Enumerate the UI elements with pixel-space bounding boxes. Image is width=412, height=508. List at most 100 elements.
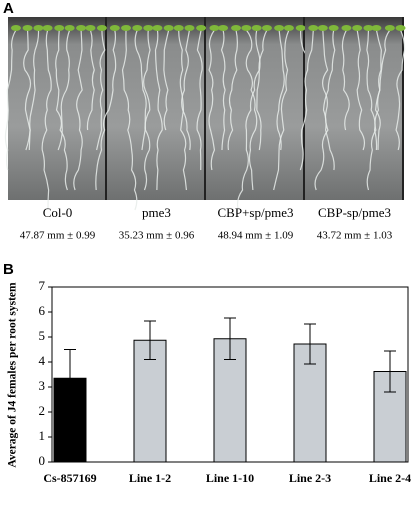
root bbox=[4, 29, 17, 171]
seedling-leaf bbox=[173, 25, 184, 31]
image-measurement: 43.72 mm ± 1.03 bbox=[317, 230, 393, 242]
seedling-leaf bbox=[261, 25, 272, 31]
image-caption: CBP+sp/pme3 bbox=[218, 205, 294, 220]
y-tick-label: 2 bbox=[39, 403, 46, 418]
seedling-leaf bbox=[231, 25, 242, 31]
seedling-leaf bbox=[152, 25, 163, 31]
root bbox=[96, 29, 106, 151]
seedling-leaf bbox=[64, 25, 75, 31]
y-tick-label: 7 bbox=[39, 278, 46, 293]
root bbox=[220, 29, 226, 151]
root bbox=[366, 29, 378, 151]
root bbox=[374, 29, 391, 151]
x-tick-label: Line 1-10 bbox=[206, 471, 254, 485]
root bbox=[341, 29, 350, 131]
root bbox=[227, 29, 238, 151]
seedling-leaf bbox=[283, 25, 294, 31]
seedling-leaf bbox=[274, 25, 285, 31]
panel-letter: B bbox=[3, 261, 14, 278]
root bbox=[163, 29, 170, 131]
root bbox=[178, 29, 188, 191]
seedling-leaf bbox=[76, 25, 87, 31]
root bbox=[141, 29, 151, 151]
seedling-leaf bbox=[42, 25, 53, 31]
panel-letter: A bbox=[3, 0, 14, 17]
root bbox=[256, 29, 268, 151]
root bbox=[95, 29, 117, 191]
y-tick-label: 0 bbox=[39, 453, 46, 468]
root bbox=[73, 29, 83, 191]
root bbox=[134, 29, 151, 191]
seedling-leaf bbox=[317, 25, 328, 31]
image-caption: pme3 bbox=[142, 205, 171, 220]
error-bar bbox=[304, 323, 316, 365]
root bbox=[196, 29, 203, 171]
y-tick-label: 6 bbox=[39, 303, 46, 318]
y-tick-label: 5 bbox=[39, 328, 46, 343]
root bbox=[245, 29, 258, 191]
x-tick-label: Cs-857169 bbox=[43, 471, 96, 485]
y-axis-label: Average of J4 females per root system bbox=[7, 282, 19, 468]
seedling-leaf bbox=[22, 25, 33, 31]
seedling-leaf bbox=[295, 25, 306, 31]
seedling-leaf bbox=[10, 25, 21, 31]
root bbox=[356, 29, 366, 151]
y-tick-label: 4 bbox=[39, 353, 46, 368]
seedling-leaf bbox=[308, 25, 319, 31]
x-tick-label: Line 1-2 bbox=[129, 471, 171, 485]
seedling-leaf bbox=[371, 25, 382, 31]
seedling-leaf bbox=[218, 25, 229, 31]
image-caption: CBP-sp/pme3 bbox=[318, 205, 391, 220]
error-bar bbox=[144, 320, 156, 360]
seedling-leaf bbox=[384, 25, 395, 31]
image-measurement: 47.87 mm ± 0.99 bbox=[20, 230, 96, 242]
error-bar bbox=[64, 349, 76, 408]
image-caption: Col-0 bbox=[43, 205, 73, 220]
root bbox=[322, 29, 336, 171]
seedling-leaf bbox=[352, 25, 363, 31]
root bbox=[86, 29, 95, 131]
root bbox=[181, 29, 191, 151]
seedling-leaf bbox=[328, 25, 339, 31]
seedling-leaf bbox=[132, 25, 143, 31]
y-tick-label: 3 bbox=[39, 378, 46, 393]
x-tick-label: Line 2-4 bbox=[369, 471, 411, 485]
seedling-leaf bbox=[143, 25, 154, 31]
seedling-leaf bbox=[363, 25, 374, 31]
x-tick-label: Line 2-3 bbox=[289, 471, 331, 485]
seedling-leaf bbox=[163, 25, 174, 31]
seedling-leaf bbox=[96, 25, 107, 31]
seedling-leaf bbox=[209, 25, 220, 31]
root bbox=[55, 29, 68, 191]
seedling-leaf bbox=[109, 25, 120, 31]
seedling-leaf bbox=[251, 25, 262, 31]
root bbox=[299, 29, 314, 171]
root bbox=[41, 29, 52, 211]
root bbox=[154, 29, 163, 191]
error-bar bbox=[224, 317, 236, 360]
root bbox=[273, 29, 290, 191]
root bbox=[314, 29, 329, 191]
root bbox=[208, 29, 216, 171]
seedling-leaf bbox=[241, 25, 252, 31]
seedling-leaf bbox=[54, 25, 65, 31]
seedling-leaf bbox=[33, 25, 44, 31]
root bbox=[25, 29, 40, 151]
root bbox=[395, 29, 406, 151]
y-tick-label: 1 bbox=[39, 428, 46, 443]
seedling-leaf bbox=[85, 25, 96, 31]
seedling-leaf bbox=[341, 25, 352, 31]
root bbox=[276, 29, 285, 151]
root-photo bbox=[4, 17, 406, 211]
seedling-leaf bbox=[121, 25, 132, 31]
image-measurement: 48.94 mm ± 1.09 bbox=[218, 230, 294, 242]
error-bar bbox=[384, 350, 396, 393]
root bbox=[366, 29, 382, 191]
plate bbox=[107, 17, 205, 200]
seedling-leaf bbox=[184, 25, 195, 31]
root bbox=[121, 29, 138, 211]
seedling-leaf bbox=[395, 25, 406, 31]
image-measurement: 35.23 mm ± 0.96 bbox=[119, 230, 195, 242]
seedling-leaf bbox=[196, 25, 207, 31]
